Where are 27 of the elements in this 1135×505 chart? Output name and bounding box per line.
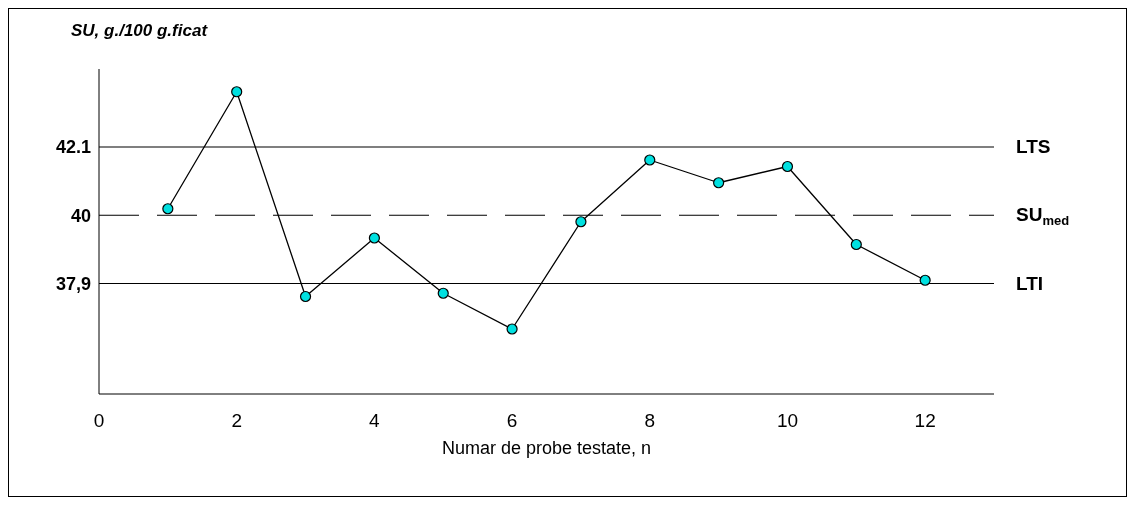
y-tick-label: 40 <box>70 205 91 226</box>
x-tick-label: 8 <box>644 410 656 432</box>
x-tick-label: 12 <box>914 410 936 432</box>
x-tick-label: 10 <box>776 410 799 432</box>
point <box>850 238 862 251</box>
x-axis-title: Numar de probe testate, n <box>441 438 652 458</box>
y-axis-title: SU, g./100 g.ficat <box>71 21 208 41</box>
point <box>644 154 656 166</box>
point <box>299 290 312 303</box>
point <box>368 232 380 244</box>
ref-line-label: SU$_{med}$ <box>1016 204 1070 229</box>
y-tick-label: 42.1 <box>55 137 91 158</box>
y-tick-label: 37,9 <box>55 273 91 294</box>
x-tick-label: 6 <box>506 410 518 432</box>
point <box>781 160 794 173</box>
x-tick-label: 2 <box>231 410 242 432</box>
ref-line-label: LTS <box>1016 136 1051 157</box>
point <box>919 274 931 286</box>
point <box>506 323 518 335</box>
point <box>713 177 725 189</box>
x-tick-label: 4 <box>369 410 381 432</box>
point <box>575 216 587 228</box>
point <box>162 203 174 215</box>
point <box>437 287 449 299</box>
x-tick-label: 0 <box>93 410 105 432</box>
point <box>231 86 243 98</box>
ref-line-label: LTI <box>1016 272 1044 294</box>
